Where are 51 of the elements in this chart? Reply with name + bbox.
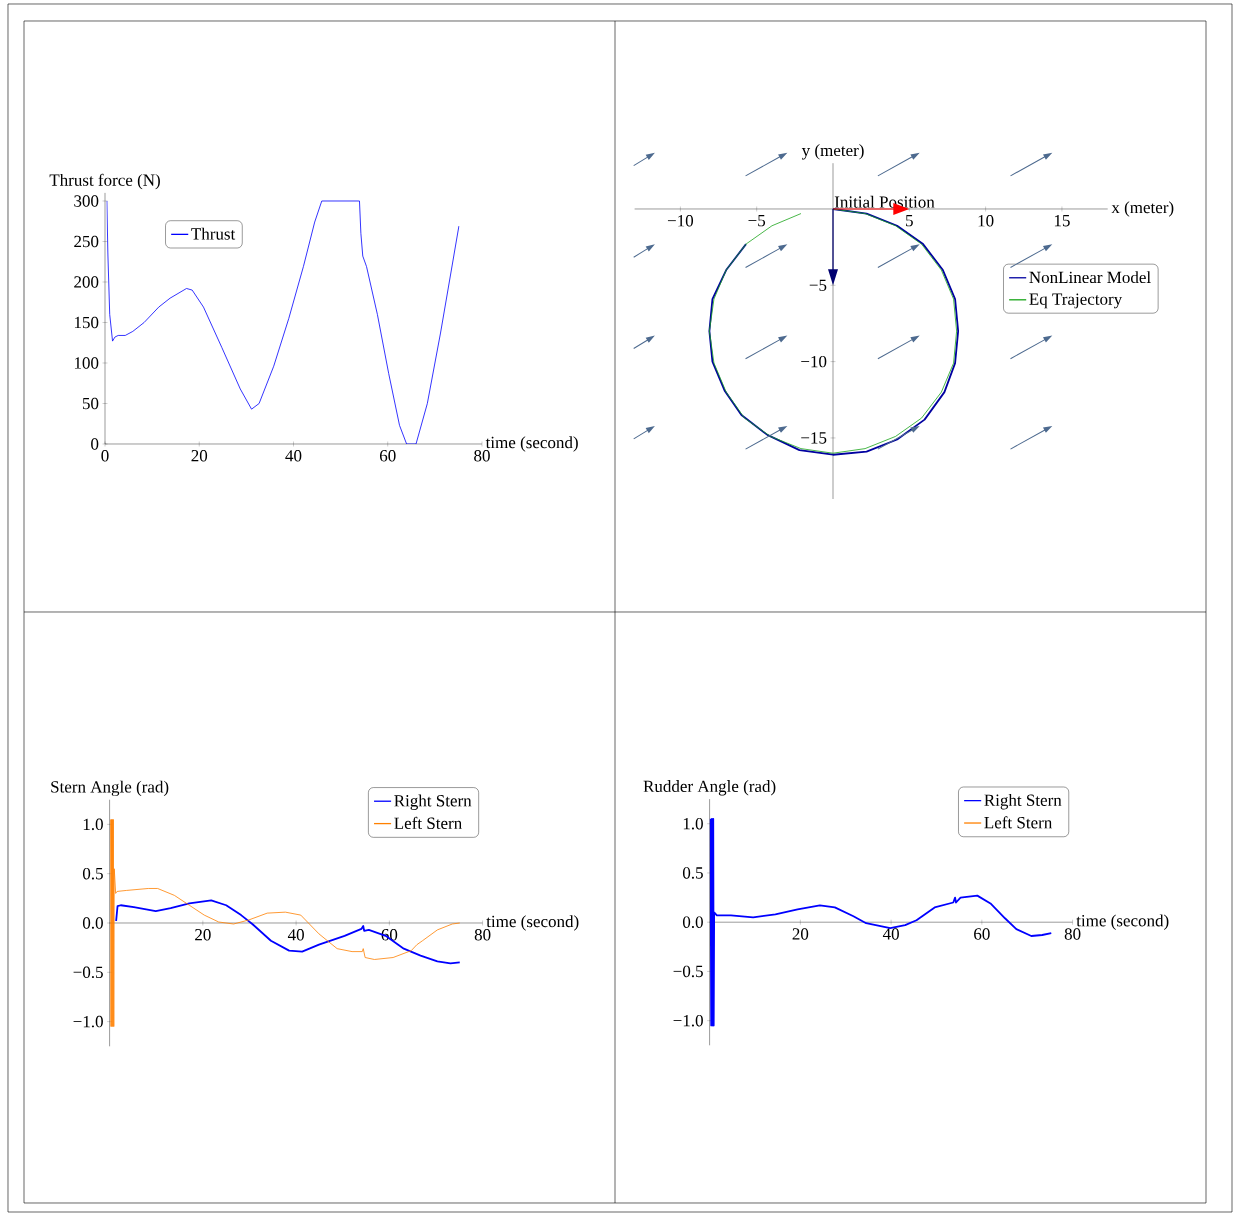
y-tick-label: 200 (74, 276, 99, 288)
x-tick-label: 40 (287, 929, 304, 941)
x-tick-label: 60 (974, 928, 990, 940)
y-tick-label: 1.0 (683, 817, 703, 830)
legend-label: Left Stern (394, 816, 462, 830)
x-tick-label: 60 (381, 929, 398, 941)
x-tick-label: 20 (191, 450, 208, 462)
y-tick-label: 50 (82, 397, 99, 410)
y-tick-label: 100 (74, 357, 99, 369)
x-tick-label: 20 (195, 929, 211, 941)
x-tick-label: 15 (1054, 215, 1070, 227)
y-tick-label: 0.5 (82, 867, 103, 880)
y-axis-title: Thrust force (N) (49, 173, 160, 190)
y-axis-title: Stern Angle (rad) (51, 780, 169, 797)
y-tick-label: 300 (74, 195, 99, 207)
y-tick-label: −0.5 (673, 965, 703, 978)
y-tick-label: −1.0 (673, 1014, 703, 1027)
y-tick-label: 1.0 (83, 818, 103, 831)
y-tick-label: 0.5 (682, 867, 703, 879)
y-tick-label: −15 (801, 432, 827, 444)
legend-label: NonLinear Model (1029, 271, 1151, 284)
y-tick-label: 0.0 (682, 916, 703, 928)
y-tick-label: 250 (74, 235, 99, 248)
y-tick-label: 0 (91, 438, 99, 450)
x-tick-label: −5 (748, 215, 766, 227)
y-tick-label: −10 (801, 355, 827, 368)
line-series (709, 817, 1053, 1027)
y-axis-title: y (meter) (801, 144, 864, 160)
y-tick-label: −5 (809, 279, 827, 291)
x-tick-label: 80 (474, 929, 491, 941)
line-series (106, 200, 460, 444)
legend-label: Right Stern (394, 794, 472, 811)
y-tick-label: 0.0 (82, 917, 103, 929)
y-axis-title: Rudder Angle (rad) (643, 780, 776, 796)
x-tick-label: 10 (978, 215, 994, 227)
x-axis-title: x (meter) (1111, 201, 1174, 217)
x-tick-label: 60 (379, 450, 396, 462)
x-tick-label: 5 (906, 215, 913, 227)
x-tick-label: 20 (792, 928, 809, 940)
legend-label: Left Stern (984, 816, 1053, 829)
y-tick-label: −0.5 (73, 966, 103, 979)
legend-label: Right Stern (984, 793, 1062, 810)
x-tick-label: 80 (1064, 928, 1081, 940)
legend-label: Eq Trajectory (1029, 293, 1123, 309)
x-tick-label: 80 (474, 450, 490, 462)
x-tick-label: 40 (285, 450, 302, 462)
legend-label: Thrust (191, 227, 236, 240)
y-tick-label: 150 (74, 316, 99, 329)
x-tick-label: 40 (882, 928, 899, 940)
line-series (115, 899, 461, 965)
y-tick-label: −1.0 (73, 1015, 103, 1028)
